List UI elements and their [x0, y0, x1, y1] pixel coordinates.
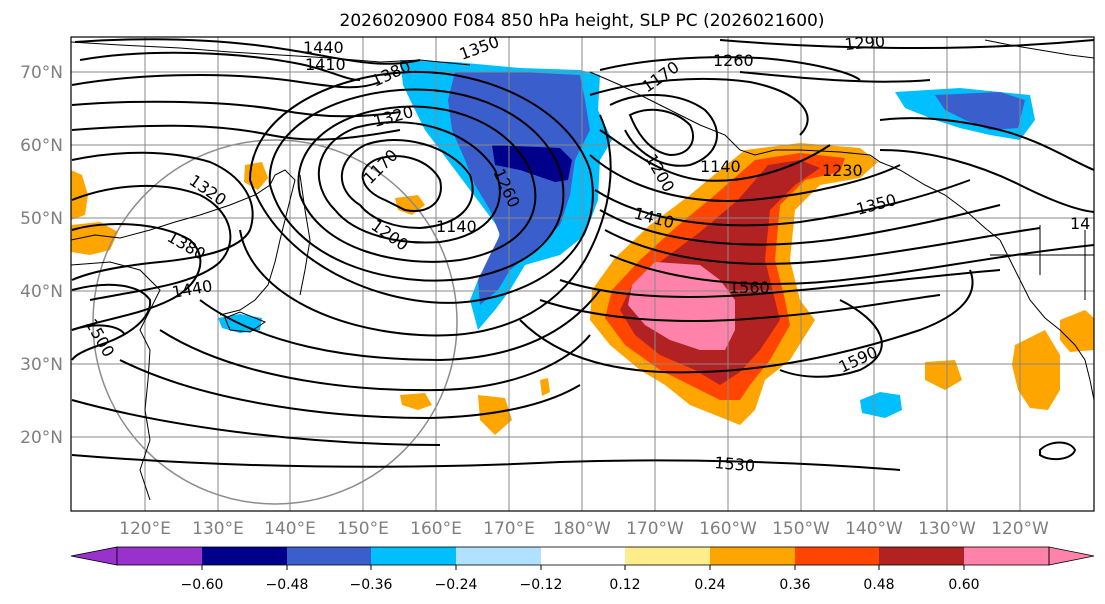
graticule — [71, 37, 1094, 511]
lon-label: 170°W — [626, 519, 684, 539]
positive-anomaly-west2 — [71, 222, 118, 255]
positive-anomaly-small6 — [1012, 330, 1060, 410]
colorbar-segment — [202, 547, 287, 565]
positive-anomaly-small4 — [478, 395, 512, 435]
lat-label: 40°N — [20, 282, 63, 302]
lat-label: 70°N — [20, 63, 63, 83]
lon-label: 150°W — [772, 519, 830, 539]
latitude-axis: 70°N 60°N 50°N 40°N 30°N 20°N — [20, 63, 63, 448]
negative-anomaly-midblue — [448, 72, 590, 305]
negative-anomaly-ne-mid — [935, 92, 1025, 130]
colorbar-segment — [287, 547, 371, 565]
colorbar-tick-label: −0.48 — [266, 577, 309, 593]
positive-anomaly-small7 — [1060, 310, 1094, 352]
colorbar-tick-label: −0.60 — [181, 577, 224, 593]
lon-label: 140°W — [845, 519, 903, 539]
lon-label: 160°W — [699, 519, 757, 539]
colorbar-segment — [710, 547, 795, 565]
lon-label: 140°E — [264, 519, 316, 539]
colorbar-segment — [795, 547, 879, 565]
range-circle — [92, 139, 458, 505]
contour-label: 14 — [1070, 214, 1090, 233]
contour-label: 1290 — [844, 32, 886, 54]
contour-label: 1440 — [303, 38, 344, 57]
colorbar-tick-label: 0.60 — [948, 577, 979, 593]
colorbar-tick-label: 0.48 — [863, 577, 894, 593]
map-title: 2026020900 F084 850 hPa height, SLP PC (… — [340, 11, 825, 31]
coastlines — [71, 39, 1094, 501]
lon-label: 120°W — [991, 519, 1049, 539]
contour-label: 1260 — [713, 51, 754, 70]
lon-label: 130°W — [918, 519, 976, 539]
colorbar-tick-label: −0.12 — [520, 577, 563, 593]
positive-anomaly-small3 — [400, 393, 432, 410]
contour-label: 1560 — [729, 278, 770, 297]
colorbar-segment — [625, 547, 710, 565]
colorbar-outline — [116, 546, 1050, 566]
negative-anomaly-small — [860, 392, 902, 418]
colorbar-segment — [117, 547, 202, 565]
colorbar: −0.60 −0.48 −0.36 −0.24 −0.12 0.12 0.24 … — [70, 546, 1095, 593]
positive-anomaly-small8 — [540, 378, 550, 396]
colorbar-segment — [371, 547, 456, 565]
lon-label: 150°E — [337, 519, 389, 539]
positive-anomaly-small5 — [925, 360, 962, 390]
contour-label: 1530 — [714, 453, 756, 475]
height-contours — [71, 38, 1094, 471]
colorbar-segment — [964, 547, 1049, 565]
contour-label: 1140 — [700, 157, 741, 176]
longitude-axis: 120°E 130°E 140°E 150°E 160°E 170°E 180°… — [119, 519, 1049, 539]
map-panel: 1440 1410 1350 1380 1320 1290 1260 1170 … — [70, 32, 1095, 512]
lon-label: 170°E — [483, 519, 535, 539]
colorbar-segment — [541, 547, 625, 565]
lon-label: 130°E — [192, 519, 244, 539]
positive-anomaly-west1 — [71, 170, 88, 220]
lon-label: 160°E — [410, 519, 462, 539]
colorbar-tick-label: −0.24 — [435, 577, 478, 593]
colorbar-ticks — [201, 565, 965, 570]
colorbar-extend-left — [70, 546, 118, 566]
colorbar-extend-right — [1048, 546, 1095, 566]
lon-label: 180°W — [553, 519, 611, 539]
colorbar-tick-label: 0.36 — [779, 577, 810, 593]
lat-label: 20°N — [20, 428, 63, 448]
lat-label: 60°N — [20, 136, 63, 156]
colorbar-tick-label: 0.24 — [694, 577, 725, 593]
lat-label: 30°N — [20, 355, 63, 375]
colorbar-tick-label: −0.36 — [350, 577, 393, 593]
colorbar-tick-label: 0.12 — [609, 577, 640, 593]
map-frame — [70, 36, 1095, 512]
lat-label: 50°N — [20, 209, 63, 229]
lon-label: 120°E — [119, 519, 171, 539]
colorbar-segment — [456, 547, 541, 565]
colorbar-segment — [879, 547, 964, 565]
contour-label: 1230 — [822, 161, 863, 180]
contour-label: 1410 — [305, 55, 346, 74]
contour-label: 1140 — [436, 217, 477, 236]
